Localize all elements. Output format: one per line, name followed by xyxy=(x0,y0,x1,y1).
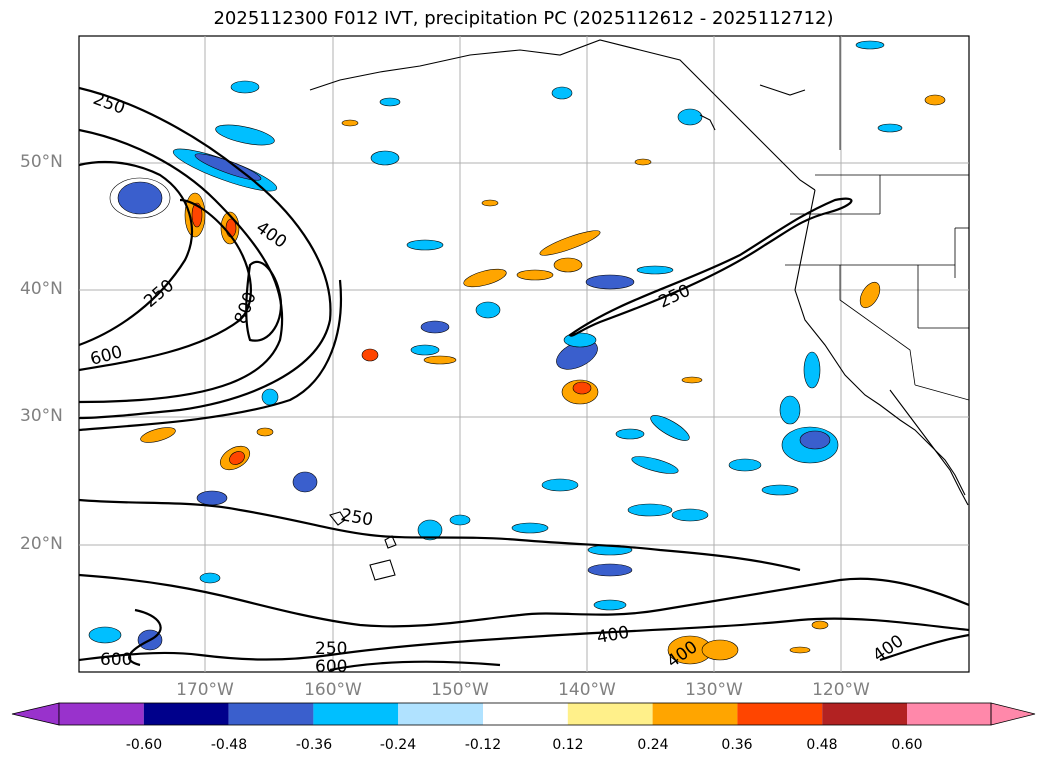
lon-label: 120°W xyxy=(812,680,870,700)
contour-label: 600 xyxy=(100,650,132,670)
colorbar-segment xyxy=(59,703,144,725)
colorbar-segment xyxy=(652,703,738,725)
colorbar-tick: -0.24 xyxy=(379,737,417,753)
ivt-contours xyxy=(79,86,969,672)
lat-label: 20°N xyxy=(20,534,63,554)
plot-frame xyxy=(78,35,970,673)
colorbar-tick: 0.12 xyxy=(552,737,584,753)
state-borders xyxy=(785,36,969,401)
colorbar-tick: 0.36 xyxy=(721,737,753,753)
colorbar-segment xyxy=(313,703,399,725)
colorbar-segment xyxy=(228,703,314,725)
precip-blobs xyxy=(88,40,946,665)
colorbar-tick: -0.12 xyxy=(464,737,502,753)
colorbar-segment xyxy=(143,703,229,725)
colorbar-extend-low xyxy=(11,702,60,726)
colorbar-extend-high xyxy=(990,702,1036,726)
lon-label: 130°W xyxy=(685,680,743,700)
map-title: 2025112300 F012 IVT, precipitation PC (2… xyxy=(213,8,834,29)
lat-label: 30°N xyxy=(20,406,63,426)
coastlines xyxy=(309,39,969,581)
colorbar-segment xyxy=(398,703,483,725)
lat-label: 50°N xyxy=(20,152,63,172)
colorbar-tick: 0.60 xyxy=(891,737,923,753)
lat-label: 40°N xyxy=(20,279,63,299)
colorbar-tick: -0.36 xyxy=(295,737,333,753)
colorbar-segment xyxy=(737,703,823,725)
colorbar-tick: -0.60 xyxy=(125,737,163,753)
contour-label: 600 xyxy=(315,657,347,677)
colorbar-segment xyxy=(907,703,991,725)
colorbar-tick: 0.24 xyxy=(637,737,669,753)
colorbar-tick: 0.48 xyxy=(806,737,838,753)
colorbar-segment xyxy=(567,703,653,725)
lon-label: 150°W xyxy=(431,680,489,700)
colorbar xyxy=(11,702,1036,726)
colorbar-tick: -0.48 xyxy=(210,737,248,753)
contour-label: 250 xyxy=(315,639,347,659)
lon-label: 170°W xyxy=(176,680,234,700)
colorbar-segment xyxy=(483,703,568,725)
colorbar-segment xyxy=(822,703,907,725)
lon-label: 140°W xyxy=(558,680,616,700)
lon-label: 160°W xyxy=(304,680,362,700)
